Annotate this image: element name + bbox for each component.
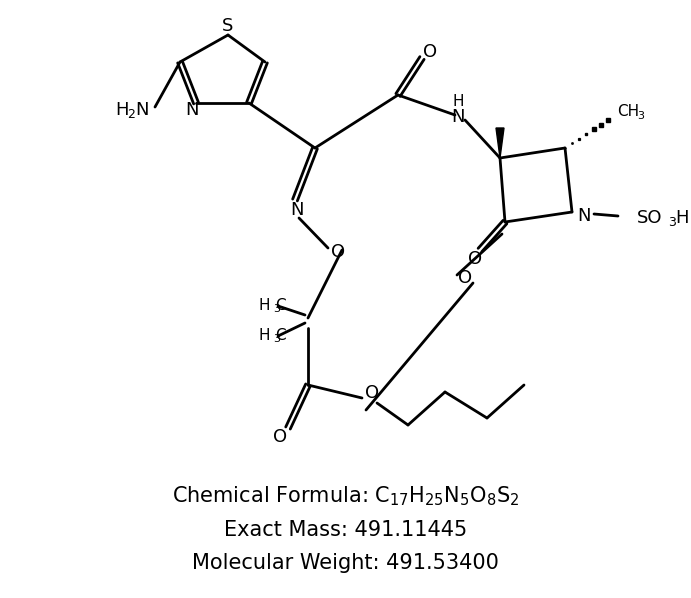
Text: Molecular Weight: 491.53400: Molecular Weight: 491.53400 xyxy=(192,553,499,573)
Text: C: C xyxy=(276,297,286,313)
Text: 2: 2 xyxy=(127,108,135,121)
Text: SO: SO xyxy=(637,209,663,227)
Polygon shape xyxy=(496,128,504,158)
Text: C: C xyxy=(276,328,286,343)
Text: H: H xyxy=(675,209,688,227)
Text: O: O xyxy=(331,243,345,261)
Text: 3: 3 xyxy=(637,111,644,121)
Text: 3: 3 xyxy=(273,334,280,344)
Text: N: N xyxy=(577,207,591,225)
Text: H: H xyxy=(258,297,270,313)
Text: O: O xyxy=(423,43,437,61)
Text: H: H xyxy=(452,94,464,109)
Text: N: N xyxy=(185,101,199,119)
Text: S: S xyxy=(223,17,234,35)
Text: H: H xyxy=(258,328,270,343)
Text: N: N xyxy=(135,101,149,119)
Text: CH: CH xyxy=(617,105,639,120)
Text: O: O xyxy=(365,384,379,402)
Text: N: N xyxy=(290,201,304,219)
Text: Exact Mass: 491.11445: Exact Mass: 491.11445 xyxy=(224,520,467,541)
Text: H: H xyxy=(115,101,129,119)
Text: Chemical Formula: C$_{17}$H$_{25}$N$_{5}$O$_{8}$S$_{2}$: Chemical Formula: C$_{17}$H$_{25}$N$_{5}… xyxy=(172,484,519,508)
Text: O: O xyxy=(458,269,472,287)
Text: 3: 3 xyxy=(668,215,676,228)
Text: O: O xyxy=(468,250,482,268)
Text: O: O xyxy=(273,428,287,446)
Text: N: N xyxy=(451,108,465,126)
Text: 3: 3 xyxy=(273,304,280,314)
